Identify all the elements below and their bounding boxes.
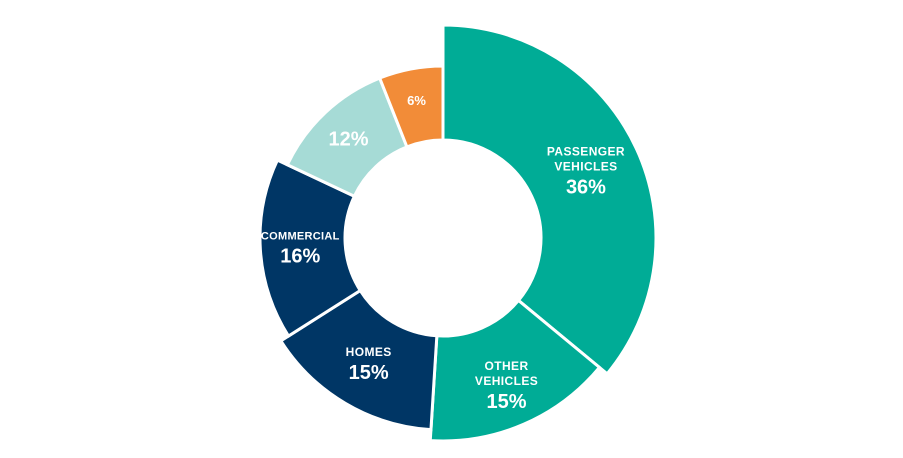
slice-value-4: 12% — [329, 128, 369, 150]
slice-name-0-1: VEHICLES — [554, 160, 617, 174]
slice-value-0: 36% — [566, 177, 606, 199]
slice-name-0-0: PASSENGER — [547, 145, 625, 159]
slice-value-5: 6% — [407, 93, 426, 108]
donut-slice-0 — [441, 23, 658, 376]
slice-label-4: 12% — [329, 128, 369, 150]
donut-slice-2 — [278, 288, 439, 432]
donut-slice-3 — [258, 158, 363, 339]
slice-label-2: HOMES 15% — [346, 345, 392, 384]
slice-label-3: COMMERCIAL 16% — [261, 230, 340, 267]
donut-slice-1 — [428, 298, 602, 443]
slice-value-2: 15% — [349, 362, 389, 384]
slice-name-1-0: OTHER — [485, 359, 529, 373]
slice-value-3: 16% — [280, 245, 320, 267]
donut-slice-5 — [377, 64, 445, 149]
slice-name-1-1: VEHICLES — [475, 374, 538, 388]
slice-label-5: 6% — [407, 93, 426, 108]
slice-name-2-0: HOMES — [346, 345, 392, 359]
slice-name-3-0: COMMERCIAL — [261, 230, 340, 242]
slice-value-1: 15% — [487, 391, 527, 413]
